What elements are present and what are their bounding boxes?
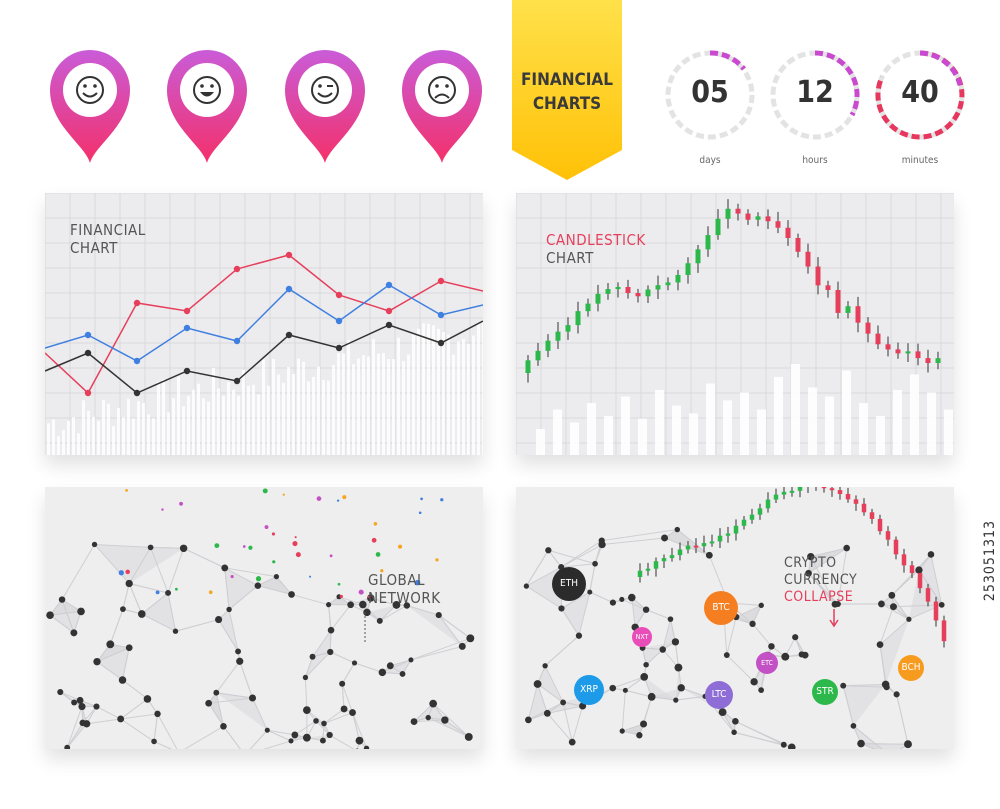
banner-ribbon [512,0,622,180]
candlestick-chart-panel: CANDLESTICK CHART [516,193,954,455]
coin-btc: BTC [704,591,738,625]
smile-pin [45,45,135,165]
coin-xrp: XRP [574,675,604,705]
coin-bch: BCH [898,655,924,681]
global-network-panel: GLOBAL NETWORK [45,487,483,749]
countdown-minutes-label: minutes [901,155,939,166]
coin-ltc: LTC [705,681,733,709]
wink-icon [311,76,339,104]
coin-eth: ETH [552,567,586,601]
sad-icon [428,76,456,104]
crypto-panel: CRYPTO CURRENCY COLLAPSE ETH BTC NXT ETC… [516,487,954,749]
collapse-arrow-icon [829,609,839,628]
countdown-rings [665,50,965,140]
laugh-pin [162,45,252,165]
candlestick-chart-title: CANDLESTICK CHART [546,231,646,267]
coin-str: STR [812,679,838,705]
crypto-title: CRYPTO CURRENCY COLLAPSE [784,555,858,605]
countdown-days-label: days [699,155,721,166]
laugh-icon [193,76,221,104]
banner-title: FINANCIAL CHARTS [520,70,614,114]
smile-icon [76,76,104,104]
stock-id: 253051313 [982,520,998,602]
sad-pin [397,45,487,165]
countdown-hours-label: hours [802,155,828,166]
financial-chart-title: FINANCIAL CHART [70,221,146,257]
financial-chart-panel: FINANCIAL CHART [45,193,483,455]
countdown-days-value: 05 [691,75,729,110]
coin-etc: ETC [756,652,778,674]
countdown-hours-value: 12 [796,75,834,110]
coin-nxt: NXT [632,627,652,647]
wink-pin [280,45,370,165]
global-network-title: GLOBAL NETWORK [368,571,441,607]
countdown-minutes-value: 40 [901,75,939,110]
